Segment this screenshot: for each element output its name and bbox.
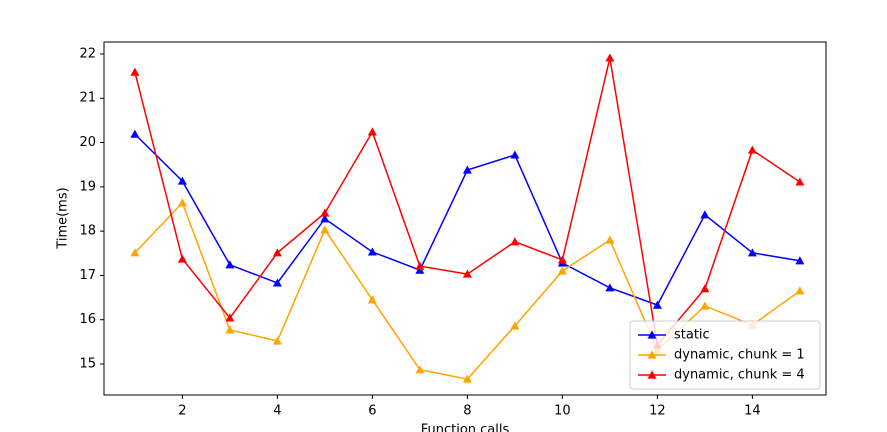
point-marker [605,283,615,292]
x-tick-label: 8 [463,404,471,419]
point-marker [510,237,520,246]
point-marker [795,286,805,295]
plot-frame [103,41,827,396]
y-tick-label: 15 [79,356,96,371]
point-marker [747,248,757,257]
point-marker [415,365,425,374]
legend-marker [647,350,657,359]
legend-marker [647,330,657,339]
point-marker [367,127,377,136]
point-marker [177,198,187,207]
y-tick-label: 21 [79,91,96,106]
point-marker [320,208,330,217]
y-tick-label: 20 [79,135,96,150]
point-marker [272,278,282,287]
point-marker [130,129,140,138]
point-marker [462,269,472,278]
point-marker [320,225,330,234]
point-marker [225,325,235,334]
point-marker [652,300,662,309]
point-marker [272,336,282,345]
point-marker [415,261,425,270]
point-marker [177,176,187,185]
x-axis-label: Function calls [421,423,510,432]
point-marker [462,165,472,174]
point-marker [320,214,330,223]
y-tick-label: 18 [79,224,96,239]
point-marker [557,255,567,264]
series-line [134,57,801,347]
legend-box [629,320,821,390]
legend-label: dynamic, chunk = 4 [674,368,805,383]
x-tick-label: 14 [744,404,761,419]
point-marker [510,150,520,159]
point-marker [130,67,140,76]
point-marker [225,313,235,322]
point-marker [510,321,520,330]
y-axis-label: Time(ms) [56,187,71,249]
x-tick-label: 2 [178,404,186,419]
point-marker [225,260,235,269]
point-marker [700,284,710,293]
y-tick-label: 22 [79,46,96,61]
x-tick-label: 4 [273,404,281,419]
point-marker [747,145,757,154]
point-marker [795,256,805,265]
x-tick-label: 12 [649,404,666,419]
x-tick-label: 10 [554,404,571,419]
legend-marker [647,370,657,379]
legend-label: static [674,328,710,343]
point-marker [700,301,710,310]
x-tick-label: 6 [368,404,376,419]
point-marker [130,248,140,257]
legend-label: dynamic, chunk = 1 [674,348,805,363]
point-marker [367,247,377,256]
point-marker [367,295,377,304]
point-marker [272,248,282,257]
point-marker [795,177,805,186]
point-marker [605,235,615,244]
point-marker [605,53,615,62]
point-marker [177,254,187,263]
point-marker [700,210,710,219]
point-marker [557,266,567,275]
y-tick-label: 16 [79,312,96,327]
point-marker [462,374,472,383]
y-tick-label: 17 [79,268,96,283]
y-tick-label: 19 [79,179,96,194]
series-line [134,133,800,307]
